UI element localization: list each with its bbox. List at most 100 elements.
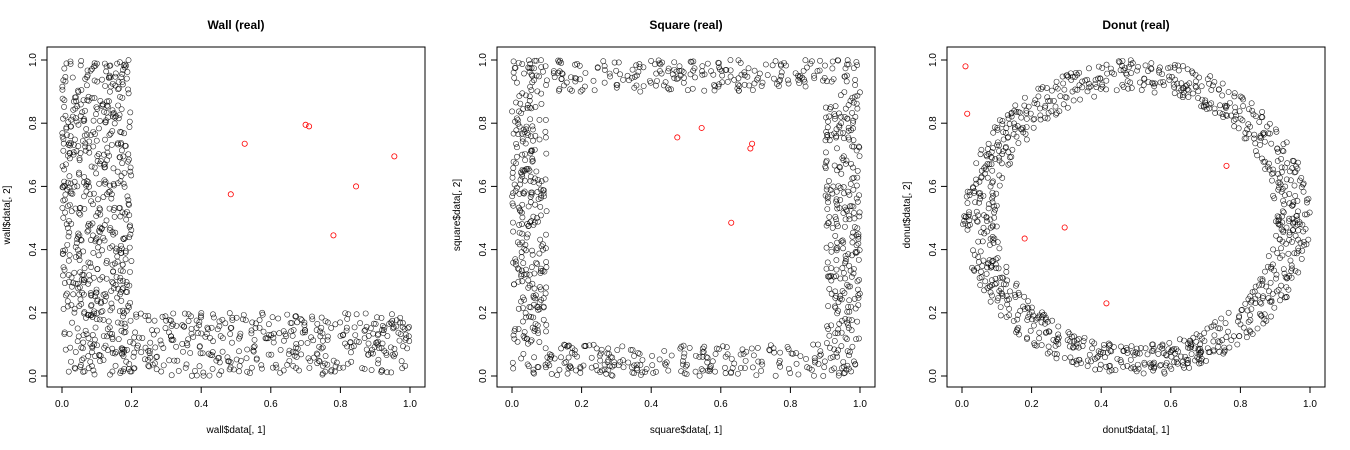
- data-point: [105, 103, 111, 110]
- data-point: [1178, 80, 1185, 87]
- data-point: [353, 311, 360, 318]
- data-point: [324, 333, 331, 340]
- data-point: [1247, 293, 1254, 300]
- x-tick-label: 0.0: [955, 399, 969, 410]
- data-point: [840, 210, 847, 216]
- data-point: [842, 216, 849, 223]
- data-point: [1171, 359, 1178, 365]
- data-point: [1295, 227, 1302, 234]
- data-point: [118, 297, 125, 304]
- data-point: [126, 223, 133, 230]
- data-point: [96, 239, 103, 245]
- data-point: [727, 67, 734, 74]
- data-point: [1242, 129, 1249, 136]
- data-point: [699, 353, 706, 360]
- data-point: [1029, 304, 1035, 311]
- data-point: [1072, 86, 1079, 93]
- data-point: [85, 145, 92, 151]
- highlight-point: [1021, 235, 1028, 242]
- data-point: [1195, 88, 1202, 95]
- data-point: [1092, 366, 1099, 373]
- data-point: [542, 134, 549, 141]
- data-point: [95, 196, 101, 203]
- data-point: [853, 182, 860, 189]
- data-point: [544, 77, 550, 84]
- data-point: [986, 283, 993, 290]
- data-point: [314, 360, 321, 367]
- data-point: [836, 320, 843, 327]
- data-point: [750, 352, 757, 359]
- data-point: [604, 350, 611, 357]
- data-point: [1204, 325, 1211, 332]
- data-point: [171, 357, 178, 364]
- data-point: [1296, 221, 1303, 227]
- data-point: [524, 166, 530, 173]
- data-point: [61, 97, 68, 104]
- data-point: [1250, 111, 1257, 118]
- data-point: [848, 273, 855, 280]
- data-point: [849, 109, 855, 116]
- data-point: [815, 361, 822, 367]
- data-point: [353, 338, 360, 345]
- data-point: [850, 203, 857, 210]
- data-point: [543, 284, 550, 291]
- data-point: [842, 334, 849, 341]
- data-point: [160, 345, 167, 351]
- data-point: [981, 230, 988, 237]
- data-point: [117, 178, 124, 185]
- data-point: [984, 146, 991, 152]
- data-point: [356, 339, 362, 345]
- data-point: [1205, 349, 1212, 356]
- data-point: [1190, 334, 1197, 341]
- data-point: [301, 322, 308, 329]
- data-point: [101, 298, 108, 304]
- data-point: [284, 361, 291, 368]
- data-point: [520, 318, 526, 325]
- data-point: [62, 78, 69, 85]
- data-point: [146, 363, 153, 370]
- data-point: [62, 112, 69, 119]
- data-point: [1049, 87, 1055, 94]
- data-point: [173, 343, 179, 350]
- highlight-point: [302, 121, 309, 128]
- data-point: [68, 123, 74, 130]
- data-point: [123, 62, 130, 69]
- data-point: [785, 346, 792, 353]
- data-point: [70, 291, 77, 298]
- y-tick-label: 1.0: [28, 53, 39, 67]
- data-point: [126, 212, 133, 219]
- data-point: [1089, 338, 1095, 345]
- data-point: [1134, 361, 1141, 368]
- data-point: [1180, 63, 1186, 69]
- data-point: [513, 141, 519, 147]
- data-point: [96, 229, 103, 236]
- data-point: [250, 347, 257, 354]
- data-point: [150, 331, 157, 338]
- data-point: [76, 169, 82, 176]
- data-point: [962, 220, 969, 227]
- data-point: [1103, 86, 1109, 93]
- data-point: [850, 125, 856, 132]
- data-point: [62, 292, 69, 299]
- data-point: [536, 73, 542, 80]
- data-point: [1227, 100, 1233, 106]
- data-point: [842, 105, 849, 112]
- data-point: [236, 335, 242, 342]
- data-point: [831, 273, 837, 280]
- data-point: [1281, 201, 1288, 208]
- data-point: [971, 267, 978, 274]
- data-point: [107, 62, 114, 69]
- data-point: [520, 305, 526, 311]
- data-point: [1030, 322, 1037, 329]
- data-point: [709, 358, 716, 365]
- data-point: [518, 271, 525, 278]
- data-point: [836, 370, 842, 376]
- data-point: [196, 319, 203, 325]
- data-point: [688, 59, 695, 65]
- data-point: [1218, 315, 1225, 322]
- data-point: [89, 363, 95, 369]
- data-point: [509, 169, 516, 176]
- data-point: [276, 330, 283, 337]
- data-point: [123, 216, 130, 223]
- data-point: [1187, 337, 1193, 344]
